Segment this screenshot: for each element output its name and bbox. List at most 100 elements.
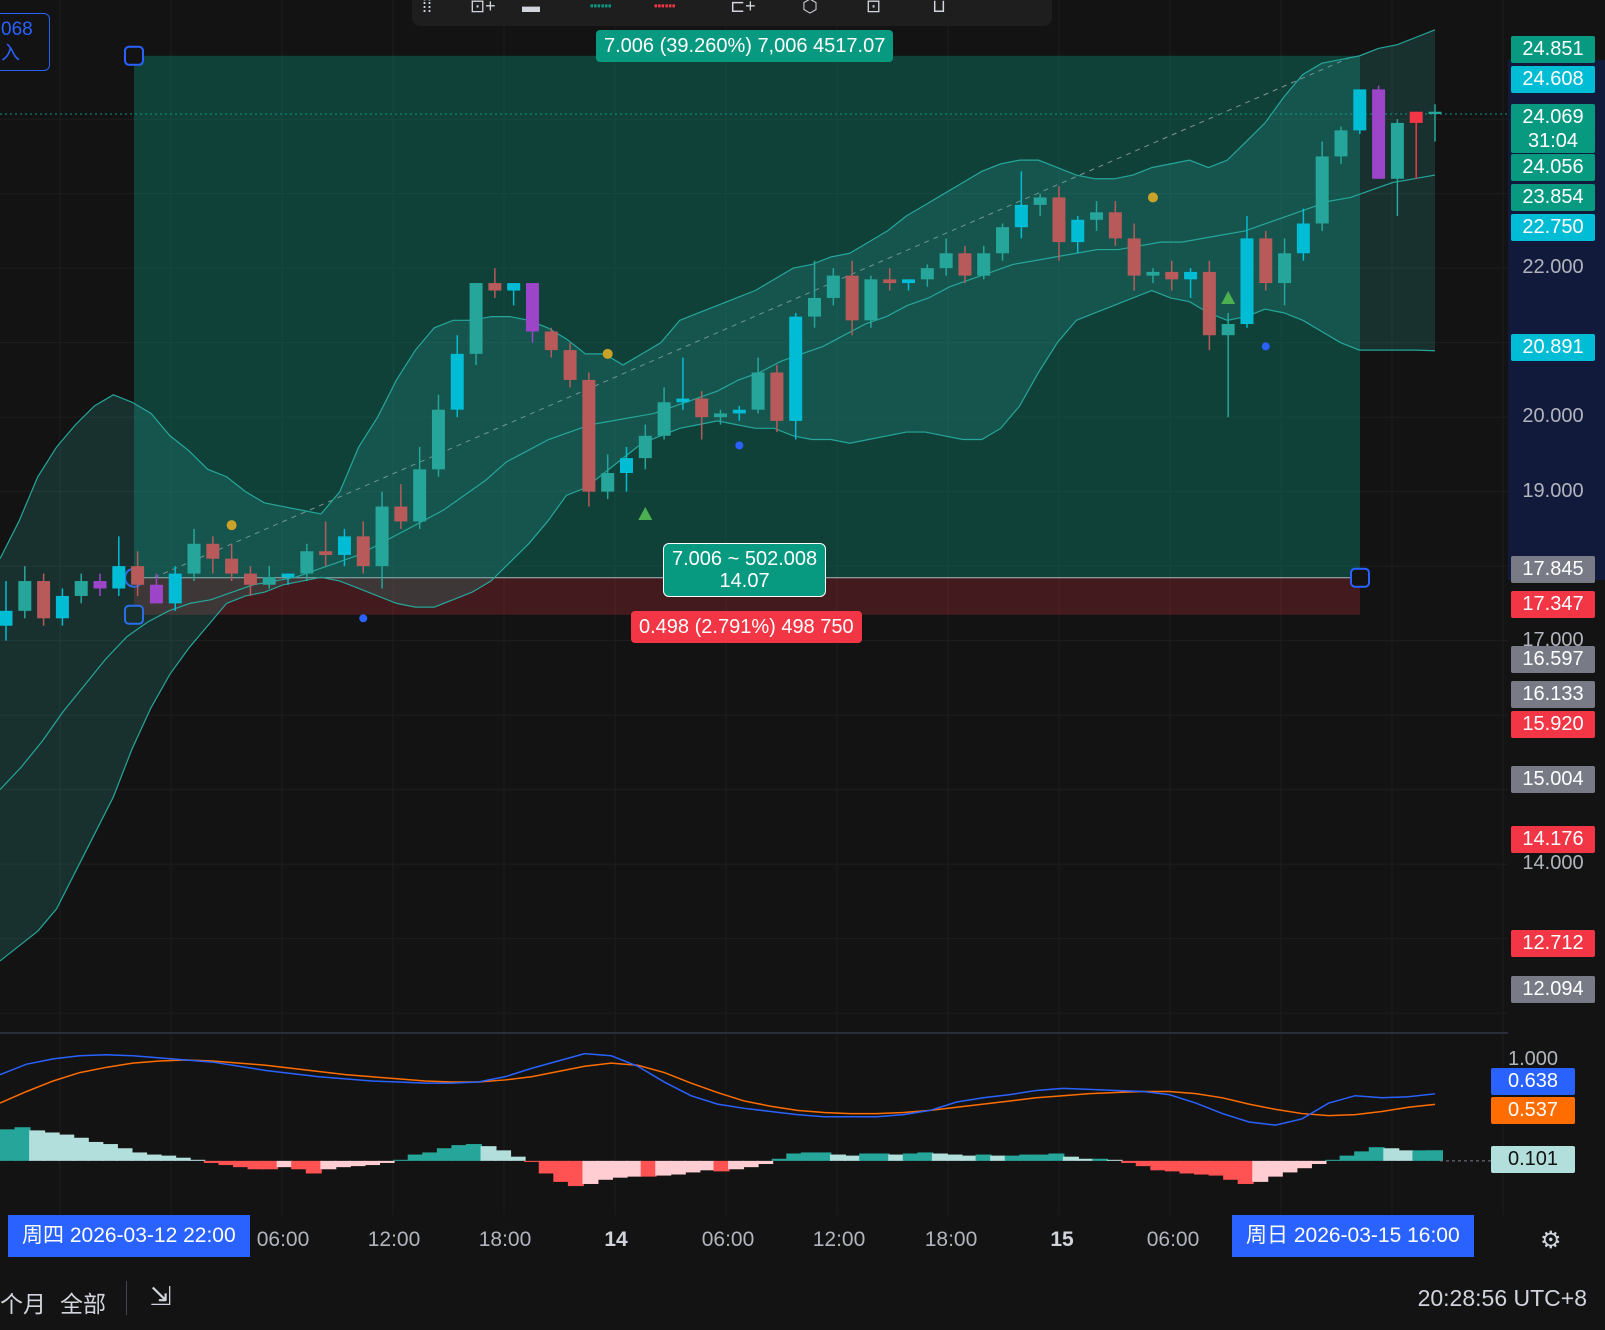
macd-signal-line: [0, 1059, 1436, 1117]
price-tick: 17.000: [1522, 628, 1584, 651]
bollinger-upper: [0, 29, 1436, 559]
candle: [1108, 201, 1122, 246]
candle: [1278, 238, 1292, 306]
candle-body: [789, 316, 803, 421]
macd-histogram-bar: [262, 1160, 279, 1170]
measure-box[interactable]: [0, 45, 1508, 625]
candle-body: [1334, 130, 1348, 157]
candle-body: [1033, 197, 1047, 205]
macd-histogram-bar: [87, 1141, 104, 1161]
candle: [1033, 193, 1047, 217]
candle-body: [337, 536, 351, 555]
macd-histogram-bar: [917, 1152, 934, 1161]
candle-body: [55, 595, 69, 619]
candle: [319, 521, 333, 567]
axis-settings-icon[interactable]: ⚙: [1540, 1227, 1562, 1254]
candle-body: [808, 297, 822, 317]
candle: [18, 566, 32, 619]
candle-body: [601, 473, 615, 492]
macd-axis-label: 0.638: [1491, 1068, 1575, 1095]
macd-histogram-bar: [218, 1160, 235, 1166]
candle-body: [695, 398, 709, 418]
candle: [1296, 208, 1310, 261]
time-tick: 18:00: [478, 1228, 532, 1251]
signal-markers: [226, 192, 1270, 623]
macd-histogram-bar: [1048, 1153, 1065, 1161]
candle: [1165, 260, 1179, 291]
price-axis-label: 16.133: [1511, 681, 1595, 708]
candle-body: [657, 402, 671, 436]
candle-body: [168, 573, 182, 604]
candle: [1315, 141, 1329, 231]
macd-histogram-bar: [1252, 1160, 1269, 1182]
macd-histogram-bar: [393, 1159, 410, 1161]
macd-histogram-bar: [655, 1160, 672, 1176]
candle-body: [582, 379, 596, 492]
candle: [1202, 260, 1216, 351]
date-range-icon[interactable]: ⇲: [150, 1281, 172, 1311]
candle: [1372, 85, 1386, 179]
candle: [356, 521, 370, 574]
candle: [337, 528, 351, 567]
candle-body: [1428, 111, 1442, 115]
add-alert-icon[interactable]: ⊏+: [730, 0, 756, 16]
loss-color-icon[interactable]: ┅┅: [654, 0, 676, 16]
macd-histogram-bar: [859, 1153, 876, 1161]
macd-histogram-bar: [160, 1155, 177, 1161]
candle-body: [112, 566, 126, 589]
macd-histogram-bar: [72, 1137, 89, 1161]
candle-body: [18, 581, 32, 611]
range-month-button[interactable]: 个月: [0, 1291, 46, 1317]
macd-histogram-bar: [495, 1150, 512, 1161]
settings-icon[interactable]: ⊡: [866, 0, 882, 16]
macd-histogram-bar: [684, 1160, 701, 1173]
candle: [996, 223, 1010, 261]
bollinger-lower: [0, 289, 1436, 962]
macd-histogram-bar: [1194, 1160, 1211, 1175]
candle-body: [525, 283, 539, 332]
macd-histogram-bar: [349, 1160, 366, 1167]
macd-histogram-bar: [829, 1154, 846, 1161]
clock-label[interactable]: 20:28:56 UTC+8: [1417, 1285, 1587, 1311]
macd-axis-label: 0.101: [1491, 1146, 1575, 1173]
candle: [883, 268, 897, 291]
candle: [1353, 89, 1367, 135]
candle-body: [1372, 89, 1386, 179]
corner-order-label[interactable]: 068 入: [0, 13, 50, 71]
candle-body: [1052, 197, 1066, 243]
macd-histogram-bar: [451, 1145, 468, 1161]
drag-handle-icon[interactable]: ⁞⁞: [422, 0, 433, 16]
candle-body: [1090, 212, 1104, 220]
candle-body: [225, 558, 239, 574]
line-style-icon[interactable]: ▬: [522, 0, 540, 16]
time-tick: 14: [604, 1228, 628, 1251]
delete-icon[interactable]: ⊔: [932, 0, 947, 16]
candle-body: [920, 268, 934, 280]
candle: [638, 424, 652, 470]
candle-body: [996, 227, 1010, 254]
range-all-button[interactable]: 全部: [60, 1291, 106, 1317]
macd-axis-label: 0.537: [1491, 1097, 1575, 1124]
time-crosshair-right-label: 周日 2026-03-15 16:00: [1232, 1215, 1474, 1257]
profit-color-icon[interactable]: ┅┅: [590, 0, 612, 16]
add-template-icon[interactable]: ⊡+: [470, 0, 496, 16]
macd-histogram-bar: [189, 1159, 206, 1161]
candlesticks[interactable]: [0, 85, 1442, 641]
candle: [131, 551, 145, 596]
macd-histogram-bar: [364, 1160, 381, 1166]
macd-histogram-bar: [1368, 1147, 1385, 1161]
candle: [1090, 201, 1104, 231]
candle: [808, 260, 822, 328]
candle-body: [864, 279, 878, 321]
price-axis-label: 15.004: [1511, 766, 1595, 793]
bottom-bar: 个月 全部 ⇲ 20:28:56 UTC+8: [0, 1275, 1605, 1330]
time-tick: 12:00: [367, 1228, 421, 1251]
candle: [676, 357, 690, 410]
candle: [1428, 104, 1442, 142]
candle: [225, 543, 239, 582]
signal-dot-blue: [735, 441, 744, 450]
macd-histogram-bar: [174, 1157, 191, 1161]
lock-icon[interactable]: ⬡: [802, 0, 818, 16]
price-tick: 22.000: [1522, 256, 1584, 279]
